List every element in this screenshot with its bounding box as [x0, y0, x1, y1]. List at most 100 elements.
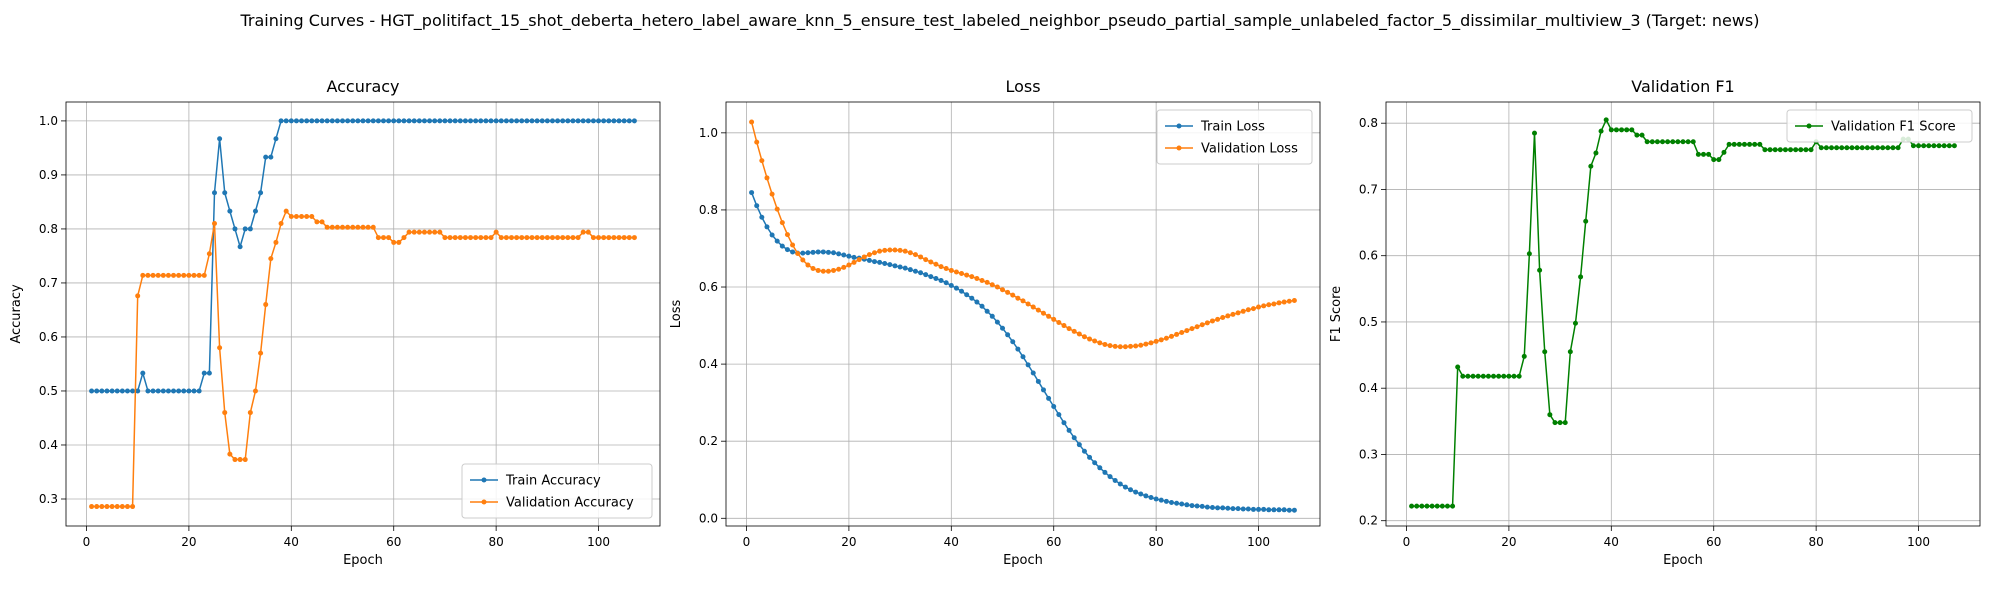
data-point: [1040, 387, 1046, 393]
y-tick-label: 0.8: [699, 203, 718, 217]
data-point: [1695, 151, 1701, 157]
data-point: [626, 118, 632, 124]
data-point: [861, 254, 867, 260]
data-point: [1046, 313, 1052, 319]
data-point: [902, 265, 908, 271]
y-tick-label: 0.3: [1359, 447, 1378, 461]
data-point: [1864, 145, 1870, 151]
data-point: [580, 118, 586, 124]
data-point: [1102, 341, 1108, 347]
data-point: [1051, 316, 1057, 322]
data-point: [258, 190, 264, 196]
data-point: [1204, 320, 1210, 326]
data-point: [288, 214, 294, 220]
data-point: [1931, 143, 1937, 149]
data-point: [1716, 157, 1722, 163]
data-point: [268, 256, 274, 262]
data-point: [1128, 343, 1134, 349]
data-point: [1859, 145, 1865, 151]
data-point: [1071, 328, 1077, 334]
data-point: [585, 118, 591, 124]
y-tick-label: 0.8: [39, 222, 58, 236]
legend-box: [461, 463, 653, 519]
data-point: [851, 254, 857, 260]
data-point: [841, 252, 847, 258]
data-point: [815, 249, 821, 255]
data-point: [416, 229, 422, 235]
data-point: [1941, 143, 1947, 149]
x-tick-label: 80: [1808, 535, 1823, 549]
data-point: [1767, 147, 1773, 153]
data-point: [601, 235, 607, 241]
data-point: [232, 226, 238, 232]
data-point: [1261, 506, 1267, 512]
data-point: [825, 268, 831, 274]
data-point: [964, 272, 970, 278]
data-point: [590, 118, 596, 124]
data-point: [165, 388, 171, 394]
data-point: [1434, 503, 1440, 509]
data-point: [749, 190, 755, 196]
data-point: [201, 370, 207, 376]
data-point: [1051, 404, 1057, 410]
data-point: [1946, 143, 1952, 149]
y-tick-label: 0.7: [1359, 182, 1378, 196]
data-point: [1184, 502, 1190, 508]
data-point: [1649, 139, 1655, 145]
data-point: [1081, 448, 1087, 454]
data-point: [953, 285, 959, 291]
data-point: [892, 263, 898, 269]
data-point: [611, 118, 617, 124]
data-point: [1035, 307, 1041, 313]
data-point: [1542, 349, 1548, 355]
data-point: [1460, 373, 1466, 379]
data-point: [1250, 506, 1256, 512]
data-point: [176, 388, 182, 394]
data-point: [1245, 506, 1251, 512]
data-point: [130, 388, 136, 394]
legend-label: Validation Loss: [1201, 142, 1298, 157]
data-point: [1097, 340, 1103, 346]
subplot-3: 0 20 40 60 80 100 0.2 0.3 0.4 0.5 0.6 0.7 0.8 Validat…: [1329, 77, 1981, 568]
data-point: [1266, 302, 1272, 308]
data-point: [1644, 139, 1650, 145]
data-point: [1256, 506, 1262, 512]
data-point: [1849, 145, 1855, 151]
data-point: [89, 504, 95, 510]
y-tick-label: 1.0: [699, 126, 718, 140]
data-point: [1215, 505, 1221, 511]
data-point: [979, 277, 985, 283]
legend-label: Validation F1 Score: [1831, 120, 1956, 135]
data-point: [396, 239, 402, 245]
data-point: [462, 118, 468, 124]
data-point: [882, 261, 888, 267]
data-point: [549, 235, 555, 241]
data-point: [846, 253, 852, 259]
data-point: [596, 235, 602, 241]
data-point: [877, 248, 883, 254]
data-point: [1220, 314, 1226, 320]
data-point: [1030, 304, 1036, 310]
data-point: [1138, 491, 1144, 497]
data-point: [314, 219, 320, 225]
data-point: [1629, 127, 1635, 133]
data-point: [912, 252, 918, 258]
data-point: [104, 504, 110, 510]
data-point: [104, 388, 110, 394]
data-point: [1122, 344, 1128, 350]
legend-label: Validation Accuracy: [506, 496, 634, 511]
data-point: [1169, 333, 1174, 339]
data-point: [749, 119, 755, 125]
data-point: [196, 388, 202, 394]
data-point: [1225, 505, 1231, 511]
data-point: [217, 345, 223, 351]
data-point: [959, 271, 965, 277]
data-point: [324, 224, 330, 230]
data-point: [539, 235, 545, 241]
data-point: [544, 235, 550, 241]
data-point: [375, 118, 381, 124]
data-point: [1266, 507, 1272, 513]
data-point: [1424, 503, 1430, 509]
data-point: [892, 247, 898, 253]
data-point: [1875, 145, 1881, 151]
